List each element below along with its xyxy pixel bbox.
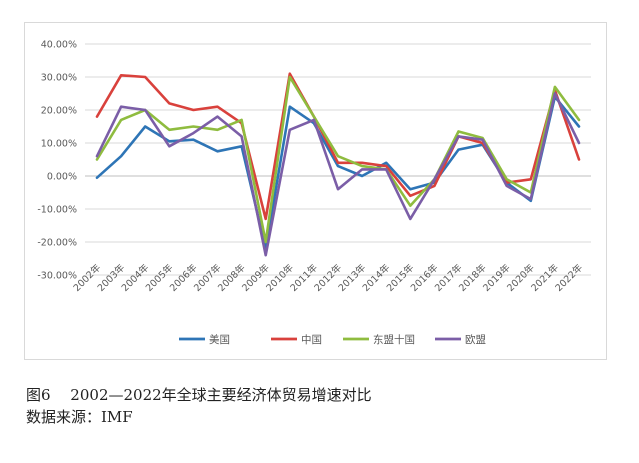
y-tick-label: 30.00% xyxy=(41,73,77,84)
legend-label: 欧盟 xyxy=(465,334,486,346)
y-tick-label: -20.00% xyxy=(37,238,77,249)
figure-caption: 图6 2002—2022年全球主要经济体贸易增速对比 数据来源：IMF xyxy=(26,384,372,428)
data-source: 数据来源：IMF xyxy=(26,408,133,426)
figure-title: 图6 2002—2022年全球主要经济体贸易增速对比 xyxy=(26,386,372,404)
x-tick-label: 2022年 xyxy=(553,261,586,294)
legend-label: 中国 xyxy=(301,333,322,346)
chart-frame: 40.00% 30.00% 20.00% 10.00% 0.00% -10.00% -20.… xyxy=(24,22,607,360)
y-tick-label: -10.00% xyxy=(37,205,77,216)
y-tick-label: 10.00% xyxy=(41,139,77,150)
y-tick-label: 20.00% xyxy=(41,106,77,117)
y-tick-label: 40.00% xyxy=(41,40,77,51)
legend-label: 东盟十国 xyxy=(373,333,415,346)
legend-label: 美国 xyxy=(209,333,230,346)
series-line xyxy=(95,92,581,257)
series-line xyxy=(95,95,581,250)
y-tick-label: 0.00% xyxy=(47,172,77,183)
y-tick-label: -30.00% xyxy=(37,271,77,282)
line-chart: 40.00% 30.00% 20.00% 10.00% 0.00% -10.00% -20.… xyxy=(37,40,591,346)
